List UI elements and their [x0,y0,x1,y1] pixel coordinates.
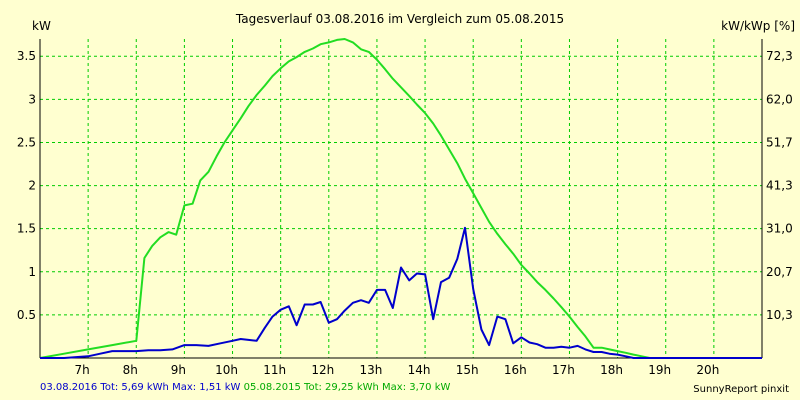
x-tick-label: 14h [408,363,431,377]
plot-area [40,39,762,358]
x-tick-label: 16h [504,363,527,377]
footer-series-2016: 03.08.2016 Tot: 5,69 kWh Max: 1,51 kW [40,382,241,393]
y-tick-label-left: 3 [28,92,36,106]
y-tick-label-right: 31,0 [766,222,793,236]
x-tick-label: 13h [359,363,382,377]
x-tick-label: 9h [171,363,186,377]
credit-label: SunnyReport pinxit [693,384,789,395]
x-tick-label: 15h [456,363,479,377]
y-tick-label-right: 41,3 [766,179,793,193]
x-tick-label: 11h [263,363,286,377]
y-axis-label-right: kW/kWp [%] [721,19,795,33]
y-tick-label-right: 51,7 [766,135,793,149]
y-tick-label-left: 0.5 [17,308,36,322]
y-tick-label-right: 20,7 [766,265,793,279]
x-tick-label: 19h [648,363,671,377]
x-tick-label: 12h [311,363,334,377]
y-tick-label-left: 1 [28,265,36,279]
series-line-03.08.2016 [40,226,762,359]
x-tick-label: 20h [696,363,719,377]
y-tick-label-right: 72,3 [766,49,793,63]
x-tick-label: 10h [215,363,238,377]
x-tick-label: 7h [75,363,90,377]
y-tick-label-left: 2 [28,179,36,193]
series-line-05.08.2015 [39,38,762,359]
x-tick-label: 18h [600,363,623,377]
chart-title: Tagesverlauf 03.08.2016 im Vergleich zum… [235,12,564,26]
footer-series-2015: 05.08.2015 Tot: 29,25 kWh Max: 3,70 kW [243,382,451,393]
chart-footer: 03.08.2016 Tot: 5,69 kWh Max: 1,51 kW 05… [40,382,450,393]
y-tick-label-left: 3.5 [17,49,36,63]
x-tick-label: 17h [552,363,575,377]
x-tick-label: 8h [123,363,138,377]
y-tick-label-right: 62,0 [766,92,793,106]
y-tick-label-right: 10,3 [766,308,793,322]
y-tick-label-left: 2.5 [17,135,36,149]
y-axis-label-left: kW [32,19,51,33]
y-tick-label-left: 1.5 [17,222,36,236]
